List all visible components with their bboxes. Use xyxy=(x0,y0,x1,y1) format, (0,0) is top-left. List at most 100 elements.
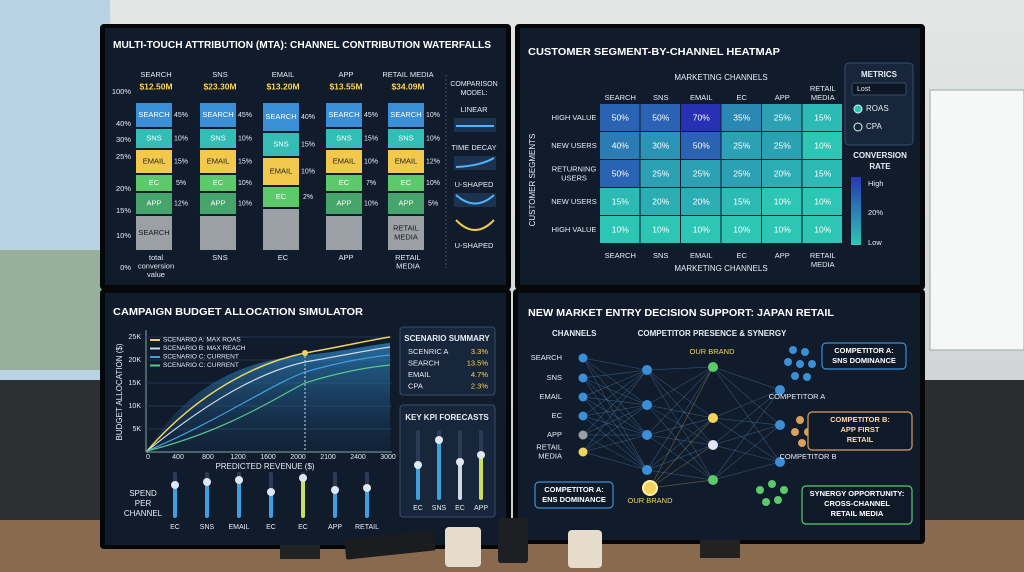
radio[interactable] xyxy=(853,122,863,132)
y-tick-label: 30% xyxy=(116,135,131,144)
slider-knob[interactable] xyxy=(235,476,243,484)
heat-cell xyxy=(681,160,721,187)
bar-segment xyxy=(388,103,424,127)
dropdown-value[interactable]: Lost xyxy=(857,86,870,93)
edge xyxy=(646,366,714,471)
slider-knob[interactable] xyxy=(331,486,339,494)
curve xyxy=(146,364,391,452)
edge xyxy=(582,377,648,406)
segment-share: 15% xyxy=(238,158,252,165)
heat-cell xyxy=(640,160,680,187)
segment-share: 10% xyxy=(238,180,252,187)
node xyxy=(708,362,718,372)
node xyxy=(642,365,652,375)
slider-knob[interactable] xyxy=(414,461,422,469)
heat-cell xyxy=(681,216,721,243)
heat-cell xyxy=(681,132,721,159)
heat-cell xyxy=(640,132,680,159)
callout-text: SYNERGY OPPORTUNITY: xyxy=(810,489,905,498)
column-label: APP xyxy=(775,93,790,102)
segment-label: EC xyxy=(339,178,350,187)
channel-node xyxy=(578,411,588,421)
slider-fill xyxy=(301,478,305,518)
column-label: RETAIL xyxy=(810,84,836,93)
slider-knob[interactable] xyxy=(171,481,179,489)
slider-knob[interactable] xyxy=(363,484,371,492)
edge xyxy=(646,369,714,446)
comparison-title: MODEL: xyxy=(461,90,488,97)
slider-knob[interactable] xyxy=(299,474,307,482)
legend-label: High xyxy=(868,179,883,188)
node xyxy=(775,385,785,395)
x-tick-label: 3000 xyxy=(380,454,396,461)
slider-label: EC xyxy=(413,505,423,512)
slider-fill xyxy=(333,490,337,518)
bar-segment xyxy=(326,129,362,148)
edge xyxy=(712,366,781,426)
segment-label: SNS xyxy=(210,133,225,142)
edge xyxy=(646,366,714,436)
edge xyxy=(712,444,781,463)
column-label: SNS xyxy=(653,251,668,260)
channel-label: SEARCH xyxy=(531,353,562,362)
column-header: APP xyxy=(338,70,353,79)
segment-share: 10% xyxy=(238,135,252,142)
summary-label: CPA xyxy=(408,381,423,390)
segment-share: 7% xyxy=(366,180,376,187)
column-total: $13.55M xyxy=(329,81,362,91)
node xyxy=(642,465,652,475)
slider-knob[interactable] xyxy=(435,436,443,444)
radio[interactable] xyxy=(853,104,863,114)
edge xyxy=(582,396,648,436)
heat-cell xyxy=(762,188,802,215)
row-label: NEW USERS xyxy=(551,141,596,150)
edge xyxy=(582,369,648,417)
model-label: U-SHAPED xyxy=(455,241,494,250)
channel-node xyxy=(578,392,588,402)
y-tick-label: 40% xyxy=(116,119,131,128)
summary-label: EMAIL xyxy=(408,370,431,379)
bar-segment xyxy=(200,103,236,127)
curve xyxy=(146,346,391,452)
edge xyxy=(646,366,714,371)
slider-fill xyxy=(365,488,369,518)
segment-share: 10% xyxy=(238,200,252,207)
edge xyxy=(646,404,714,419)
cell-value: 10% xyxy=(612,224,629,234)
callout-text: RETAIL xyxy=(847,435,874,444)
segment-share: 15% xyxy=(364,135,378,142)
channel-node xyxy=(578,353,588,363)
segment-label: SEARCH xyxy=(328,110,359,119)
summary-label: SCENRIC A xyxy=(408,347,448,356)
slider-knob[interactable] xyxy=(267,488,275,496)
cell-value: 40% xyxy=(612,140,629,150)
brand-node xyxy=(642,480,658,496)
heat-cell xyxy=(762,216,802,243)
y-tick-label: 15% xyxy=(116,206,131,215)
slider-label: RETAIL xyxy=(355,524,379,531)
slider-knob[interactable] xyxy=(456,458,464,466)
brand-label: OUR BRAND xyxy=(689,347,735,356)
slider-knob[interactable] xyxy=(203,478,211,486)
slider-fill xyxy=(437,440,441,500)
heat-cell xyxy=(600,132,640,159)
kpi-box xyxy=(399,404,496,518)
comparison-title: COMPARISON xyxy=(450,81,497,88)
slider-knob[interactable] xyxy=(477,451,485,459)
bar-segment xyxy=(263,158,299,185)
x-tick-label: 400 xyxy=(172,454,184,461)
legend-gradient xyxy=(851,177,861,245)
whiteboard xyxy=(929,89,1024,351)
edge xyxy=(646,369,714,419)
summary-value: 2.3% xyxy=(471,381,488,390)
segment-label: APP xyxy=(398,198,413,207)
heat-cell xyxy=(762,104,802,131)
edge xyxy=(712,424,781,446)
edge xyxy=(712,366,781,391)
segment-label: SEARCH xyxy=(390,110,421,119)
slider-label: SNS xyxy=(432,505,447,512)
bar-segment xyxy=(263,133,299,156)
dropdown xyxy=(851,82,907,96)
segment-share: 15% xyxy=(174,158,188,165)
edge xyxy=(712,424,781,481)
